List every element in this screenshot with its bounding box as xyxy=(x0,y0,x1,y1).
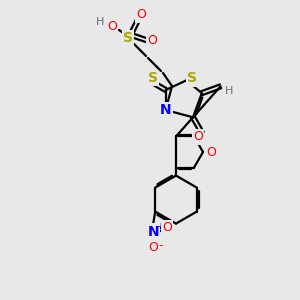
Text: O: O xyxy=(148,241,158,254)
Text: S: S xyxy=(188,71,197,85)
Text: O: O xyxy=(147,34,157,47)
Text: S: S xyxy=(148,71,158,85)
Text: O: O xyxy=(206,146,216,158)
Text: +: + xyxy=(156,222,164,232)
Text: S: S xyxy=(123,31,133,45)
Text: O: O xyxy=(107,20,117,32)
Text: H: H xyxy=(224,86,233,96)
Text: N: N xyxy=(147,225,159,238)
Text: O: O xyxy=(162,221,172,234)
Text: H: H xyxy=(96,17,104,27)
Text: N: N xyxy=(160,103,172,117)
Text: -: - xyxy=(158,239,163,252)
Text: O: O xyxy=(193,130,203,143)
Text: O: O xyxy=(136,8,146,22)
